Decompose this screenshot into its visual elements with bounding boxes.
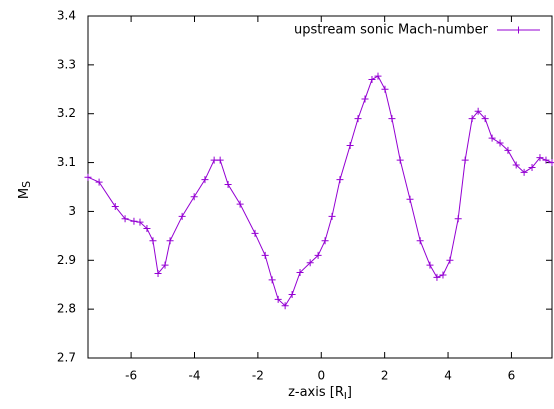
marker xyxy=(416,237,424,245)
x-axis-label: z-axis [RI] xyxy=(288,385,352,403)
marker xyxy=(542,156,550,164)
marker xyxy=(439,271,447,279)
marker xyxy=(130,217,138,225)
marker xyxy=(136,218,144,226)
y-tick-label: 3.3 xyxy=(57,57,76,71)
marker xyxy=(321,237,329,245)
series-line xyxy=(87,75,553,307)
marker xyxy=(512,161,520,169)
y-label-main: M xyxy=(17,188,32,199)
marker xyxy=(190,193,198,201)
marker xyxy=(433,273,441,281)
marker xyxy=(328,212,336,220)
marker xyxy=(166,237,174,245)
marker xyxy=(306,259,314,267)
marker xyxy=(224,181,232,189)
marker xyxy=(481,115,489,123)
marker xyxy=(274,295,282,303)
marker xyxy=(161,261,169,269)
marker xyxy=(84,173,92,181)
plot-frame xyxy=(87,15,553,359)
y-label-sub: S xyxy=(20,181,33,188)
marker xyxy=(111,203,119,211)
y-tick-label: 2.7 xyxy=(57,351,76,365)
marker xyxy=(268,276,276,284)
marker xyxy=(474,107,482,115)
x-tick-label: -2 xyxy=(252,369,264,383)
y-tick-label: 3.4 xyxy=(57,9,76,23)
marker xyxy=(548,159,554,167)
legend-marker xyxy=(515,26,522,34)
marker xyxy=(201,176,209,184)
marker xyxy=(261,251,269,259)
x-tick-label: 0 xyxy=(317,369,325,383)
y-axis-label: MS xyxy=(17,181,34,199)
x-label-sub: I xyxy=(344,391,347,402)
marker xyxy=(95,178,103,186)
marker xyxy=(396,156,404,164)
marker xyxy=(236,200,244,208)
marker xyxy=(281,302,289,310)
marker xyxy=(251,229,259,237)
x-tick-label: 4 xyxy=(444,369,452,383)
marker xyxy=(216,156,224,164)
marker xyxy=(381,85,389,93)
y-tick-label: 3.2 xyxy=(57,106,76,120)
marker xyxy=(336,176,344,184)
marker xyxy=(520,168,528,176)
marker xyxy=(296,269,304,276)
marker xyxy=(178,212,186,220)
marker xyxy=(504,146,512,154)
marker xyxy=(346,141,354,149)
x-label-main: z-axis [R xyxy=(288,385,344,400)
marker xyxy=(354,115,362,123)
marker xyxy=(149,237,157,245)
x-tick-label: -4 xyxy=(189,369,201,383)
marker xyxy=(374,72,382,80)
x-tick-label: 6 xyxy=(508,369,516,383)
y-tick-label: 2.8 xyxy=(57,302,76,316)
marker xyxy=(406,195,414,203)
marker xyxy=(454,215,462,223)
marker xyxy=(496,139,504,147)
marker xyxy=(121,215,129,223)
legend-label: upstream sonic Mach-number xyxy=(294,23,489,38)
marker xyxy=(154,269,162,277)
x-tick-label: 2 xyxy=(381,369,389,383)
marker xyxy=(488,134,496,142)
marker xyxy=(288,290,296,298)
marker xyxy=(536,154,544,162)
marker xyxy=(446,256,454,264)
marker xyxy=(210,156,218,164)
marker xyxy=(528,163,536,171)
marker xyxy=(368,76,376,84)
marker xyxy=(461,156,469,164)
y-tick-label: 3 xyxy=(68,204,76,218)
marker xyxy=(314,251,322,259)
marker xyxy=(468,115,476,123)
marker xyxy=(388,115,396,123)
y-tick-label: 3.1 xyxy=(57,155,76,169)
marker xyxy=(426,261,434,269)
x-tick-label: -6 xyxy=(125,369,137,383)
marker xyxy=(361,95,369,103)
x-label-end: ] xyxy=(347,385,352,400)
marker xyxy=(143,225,151,233)
y-tick-label: 2.9 xyxy=(57,253,76,267)
